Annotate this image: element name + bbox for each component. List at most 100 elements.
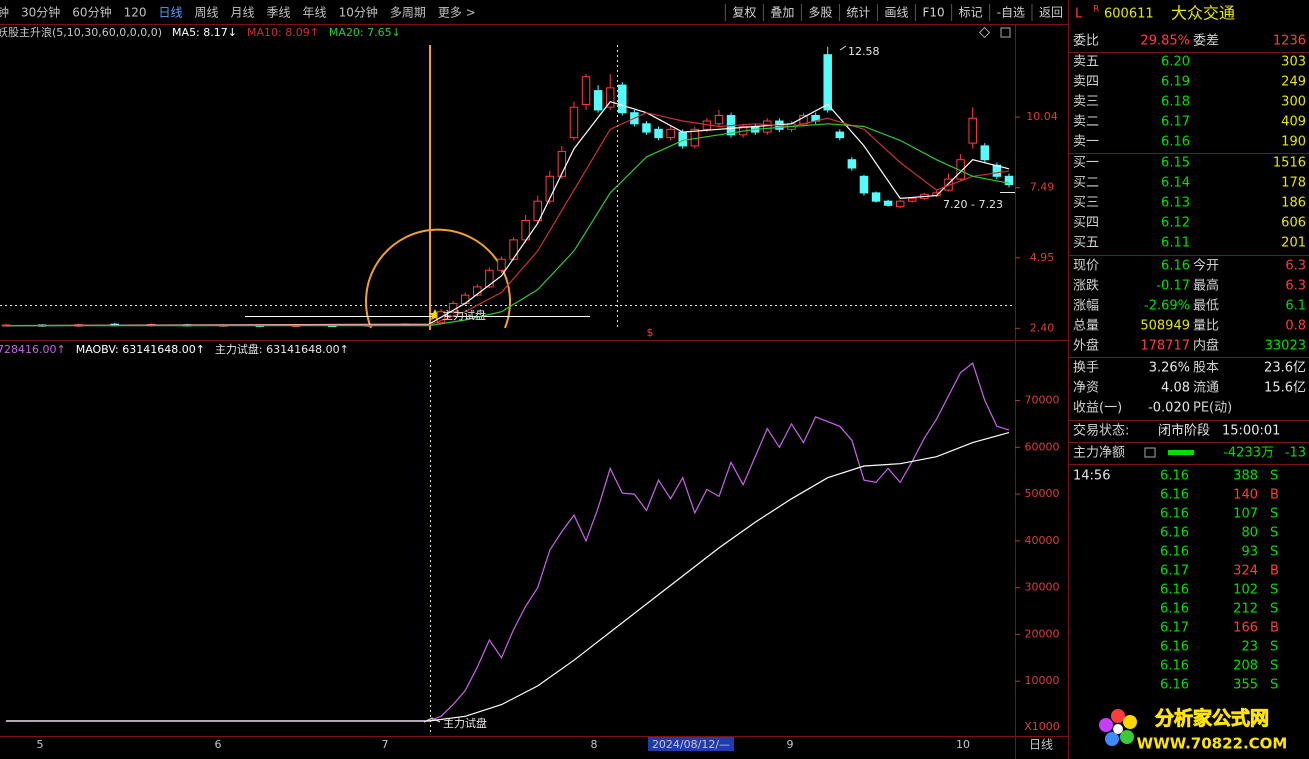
candle-body [557, 150, 567, 177]
period-tab[interactable]: 月线 [231, 6, 255, 20]
menu-icon[interactable] [1144, 447, 1156, 458]
stat-label: 现价 [1073, 259, 1099, 274]
tick-volume: 93 [1241, 545, 1258, 560]
tick-price: 6.16 [1160, 526, 1189, 541]
stat-value: 6.3 [1285, 259, 1306, 274]
ratio-label: 委比 [1073, 34, 1099, 49]
stock-name: 大众交通 [1171, 4, 1235, 23]
legend-entry: MA10: 8.09↑ [247, 26, 319, 39]
logo-url: WWW.70822.COM [1137, 735, 1288, 753]
net-value: -4233万 [1223, 446, 1274, 461]
y-tick-label: 40000 [1025, 534, 1060, 547]
candle-body [605, 87, 615, 108]
book-volume: 606 [1281, 216, 1306, 231]
candle-body [485, 269, 494, 288]
date-label: 7 [382, 738, 389, 751]
tick-volume: 166 [1233, 621, 1258, 636]
stat-value: 23.6亿 [1264, 361, 1306, 376]
toolbar-button[interactable]: 统计 [846, 6, 870, 20]
tick-volume: 208 [1233, 659, 1258, 674]
period-tab[interactable]: 周线 [195, 6, 219, 20]
book-price: 6.19 [1161, 75, 1190, 90]
y-tick-label: 2.40 [1030, 321, 1055, 334]
book-label: 卖三 [1073, 95, 1099, 110]
legend-entry: MA5: 8.17↓ [172, 26, 237, 39]
period-tab[interactable]: 季线 [267, 6, 291, 20]
period-tab[interactable]: 日线 [158, 6, 182, 20]
stat-label: 最低 [1193, 299, 1219, 314]
petal [1123, 715, 1137, 729]
logo-title: 分析家公式网 [1155, 707, 1269, 730]
tick-side: S [1270, 678, 1278, 693]
stat-value: 33023 [1265, 339, 1306, 354]
period-tab[interactable]: 30分钟 [21, 5, 60, 20]
candle-body [460, 294, 470, 304]
box-icon[interactable] [1000, 27, 1011, 38]
period-tab[interactable]: 10分钟 [339, 5, 378, 20]
annotation: $ [647, 326, 654, 339]
series-line [6, 362, 1010, 722]
period-tab[interactable]: 多周期 [390, 6, 426, 20]
toolbar-button[interactable]: 复权 [732, 6, 756, 20]
y-tick-label: 10.04 [1026, 110, 1058, 123]
book-label: 买一 [1073, 156, 1099, 171]
legend-entry: MAOBV: 63141648.00↑ [76, 343, 205, 356]
diamond-icon[interactable] [978, 26, 991, 39]
book-price: 6.15 [1161, 156, 1190, 171]
diff-label: 委差 [1193, 34, 1219, 49]
candle-body [763, 120, 772, 133]
stat-value: -0.17 [1156, 279, 1190, 294]
series-line [5, 101, 1010, 327]
toolbar-button[interactable]: 标记 [959, 6, 983, 20]
y-tick-label: 4.95 [1030, 251, 1055, 264]
book-label: 卖一 [1073, 135, 1099, 150]
y-tick-label: 30000 [1025, 581, 1060, 594]
toolbar-button[interactable]: -自选 [997, 6, 1025, 20]
book-price: 6.11 [1161, 236, 1190, 251]
period-tab[interactable]: 年线 [303, 6, 327, 20]
toolbar-button[interactable]: F10 [922, 6, 944, 20]
period-tab[interactable]: 更多 > [438, 6, 476, 20]
date-label: 9 [787, 738, 794, 751]
candle-body [714, 114, 724, 125]
y-tick-label: 70000 [1025, 394, 1060, 407]
book-volume: 249 [1281, 75, 1306, 90]
stat-label: 涨跌 [1073, 278, 1099, 294]
logo: 分析家公式网 WWW.70822.COM [1098, 700, 1304, 756]
period-tab[interactable]: 120 [124, 6, 147, 20]
period-tab[interactable]: 60分钟 [72, 5, 111, 20]
period-tab[interactable]: 钟 [0, 5, 9, 20]
toolbar-button[interactable]: 叠加 [770, 6, 794, 20]
stat-value: -2.69% [1144, 299, 1190, 314]
book-label: 卖五 [1073, 55, 1099, 70]
tick-side: B [1270, 564, 1279, 579]
ratio-value: 29.85% [1140, 34, 1190, 49]
toolbar-button[interactable]: 返回 [1039, 6, 1063, 20]
book-volume: 201 [1281, 236, 1306, 251]
period-label: 日线 [1029, 738, 1053, 752]
toolbar-button[interactable]: 多股 [808, 6, 832, 20]
stat-label: 涨幅 [1073, 299, 1099, 314]
stat-label: PE(动) [1193, 401, 1232, 416]
candle-body [980, 145, 990, 161]
candle-body [654, 128, 663, 139]
petal [1111, 709, 1125, 723]
annotation-pointer [839, 45, 847, 51]
stat-value: 15.6亿 [1264, 381, 1306, 396]
tick-side: S [1270, 507, 1278, 522]
stat-value: 3.26% [1149, 361, 1190, 376]
cursor-date: 2024/08/12/— [652, 738, 730, 751]
tick-side: S [1270, 526, 1278, 541]
annotation: 7.20 - 7.23 [943, 198, 1003, 211]
net-bar [1168, 450, 1194, 455]
toolbar-button[interactable]: 画线 [884, 6, 908, 20]
tick-time: 14:56 [1073, 469, 1110, 484]
stat-value: 0.8 [1285, 319, 1306, 334]
date-label: 5 [37, 738, 44, 751]
tick-side: S [1270, 602, 1278, 617]
stat-value: 6.3 [1285, 279, 1306, 294]
candle-body [618, 84, 627, 114]
stat-label: 内盘 [1193, 338, 1219, 354]
